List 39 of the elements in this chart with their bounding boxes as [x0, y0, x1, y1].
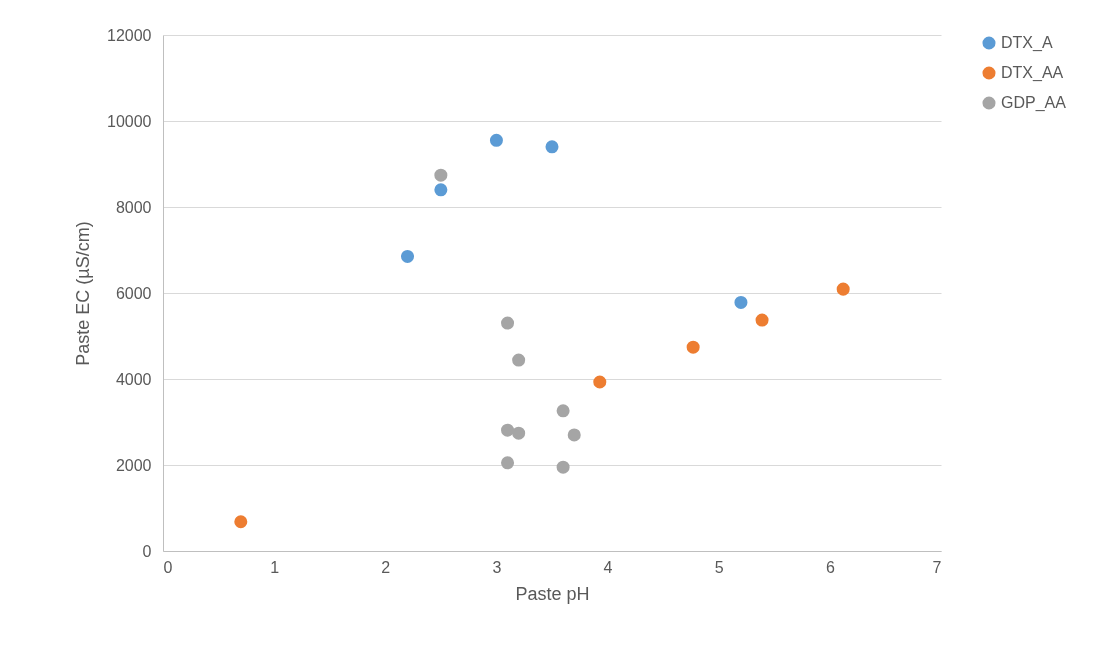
point	[567, 428, 581, 442]
y-tick-label: 12000	[107, 26, 152, 44]
point	[434, 183, 448, 197]
x-tick-label: 1	[270, 558, 280, 576]
point	[593, 375, 607, 389]
x-tick-label: 0	[163, 558, 173, 576]
y-tick-label: 10000	[107, 112, 152, 130]
point	[512, 353, 526, 367]
point	[836, 282, 850, 296]
y-tick-label: 0	[142, 542, 152, 560]
point	[489, 133, 503, 147]
point	[734, 295, 748, 309]
point	[545, 140, 559, 154]
y-tick-label: 6000	[115, 284, 152, 302]
point	[501, 423, 515, 437]
legend-label: DTX_AA	[1001, 64, 1064, 82]
y-tick-label: 8000	[115, 198, 152, 216]
point	[512, 426, 526, 440]
y-tick-label: 2000	[115, 456, 152, 474]
y-tick-label: 4000	[115, 370, 152, 388]
y-axis-title: Paste EC (µS/cm)	[73, 221, 94, 366]
legend-label: DTX_A	[1001, 34, 1053, 52]
point	[755, 313, 769, 327]
point	[434, 168, 448, 182]
x-tick-label: 2	[381, 558, 391, 576]
point	[501, 316, 515, 330]
x-tick-label: 5	[714, 558, 724, 576]
x-axis-title: Paste pH	[515, 583, 590, 604]
point	[401, 249, 415, 263]
point	[556, 460, 570, 474]
point	[686, 340, 700, 354]
point	[234, 515, 248, 529]
x-tick-label: 6	[825, 558, 835, 576]
x-tick-label: 3	[492, 558, 502, 576]
legend-label: GDP_AA	[1001, 94, 1067, 112]
point	[556, 404, 570, 418]
point	[501, 456, 515, 470]
x-tick-label: 4	[603, 558, 613, 576]
x-tick-label: 7	[932, 558, 942, 576]
